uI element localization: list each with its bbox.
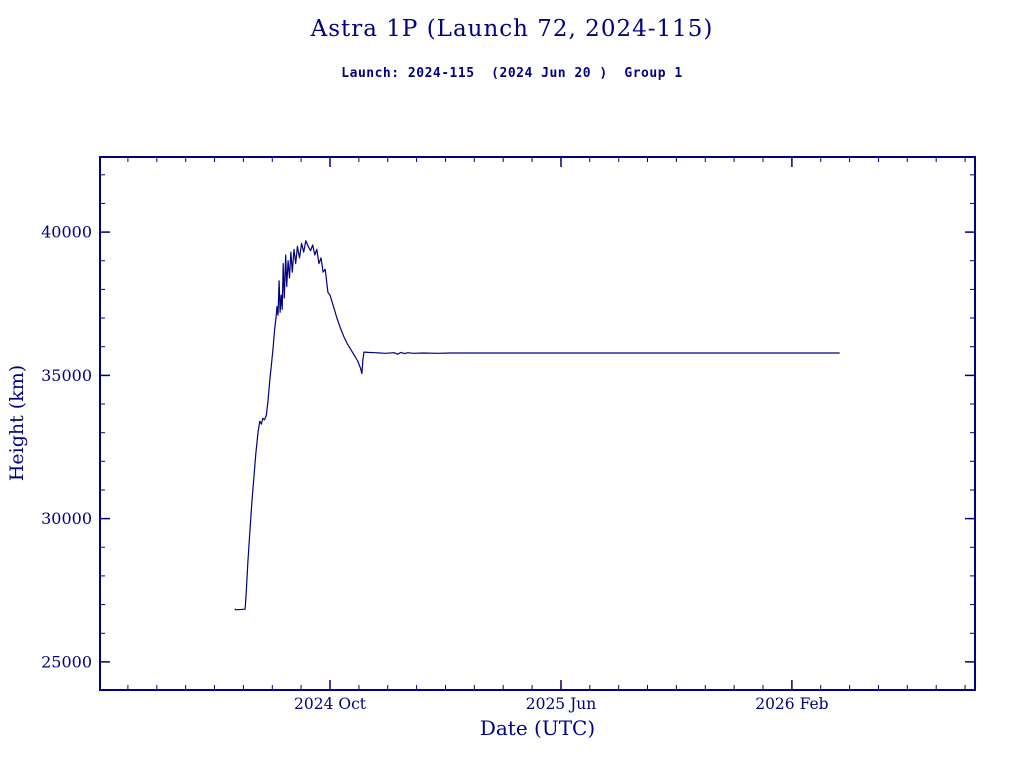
plot-border <box>99 156 976 691</box>
y-axis-minor-ticks <box>100 174 975 663</box>
x-axis-tick-labels: 2024 Oct 2025 Jun 2026 Feb <box>294 695 829 713</box>
y-axis-tick-labels: 25000 30000 35000 40000 <box>41 223 92 672</box>
height-series-line <box>234 240 840 611</box>
svg-text:30000: 30000 <box>41 509 92 528</box>
svg-text:40000: 40000 <box>41 223 92 242</box>
svg-text:2024 Oct: 2024 Oct <box>294 695 367 713</box>
y-axis-major-ticks <box>100 231 975 663</box>
svg-text:2025 Jun: 2025 Jun <box>526 695 597 713</box>
x-axis-minor-ticks <box>127 157 966 690</box>
svg-text:2026 Feb: 2026 Feb <box>755 695 828 713</box>
x-axis-label: Date (UTC) <box>479 716 596 740</box>
svg-text:35000: 35000 <box>41 366 92 385</box>
chart-title: Astra 1P (Launch 72, 2024-115) <box>310 16 714 42</box>
chart-subtitle: Launch: 2024-115 (2024 Jun 20 ) Group 1 <box>341 66 683 81</box>
x-axis-major-ticks <box>329 157 793 690</box>
svg-text:25000: 25000 <box>41 652 92 671</box>
